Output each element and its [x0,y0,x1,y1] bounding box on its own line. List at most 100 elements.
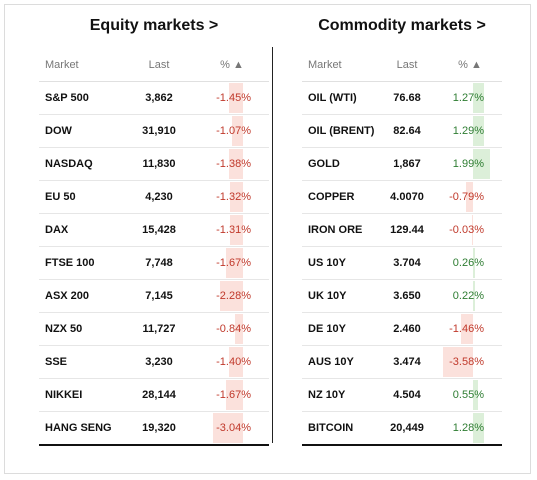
market-row[interactable]: NZX 50 11,727 -0.84% [39,313,269,346]
pct-sort-label: % ▲ [458,59,482,71]
market-row[interactable]: GOLD 1,867 1.99% [302,148,502,181]
market-row[interactable]: BITCOIN 20,449 1.28% [302,412,502,446]
commodity-markets-title: Commodity markets > [318,17,486,34]
column-header-market[interactable]: Market [45,59,79,71]
pct-change-cell: -1.31% [195,214,269,246]
equity-markets-title: Equity markets > [89,17,219,34]
panel-divider [272,47,273,443]
commodity-markets-link[interactable]: Commodity markets > [302,17,502,35]
last-value: 3.704 [393,257,421,269]
market-name: NASDAQ [45,158,93,170]
change-bar [472,215,473,245]
market-row[interactable]: HANG SENG 19,320 -3.04% [39,412,269,446]
market-name: NIKKEI [45,389,83,401]
market-row[interactable]: SSE 3,230 -1.40% [39,346,269,379]
market-row[interactable]: DOW 31,910 -1.07% [39,115,269,148]
pct-change-cell: -1.67% [195,247,269,279]
market-row[interactable]: NZ 10Y 4.504 0.55% [302,379,502,412]
market-name: UK 10Y [308,290,347,302]
last-value: 3.474 [393,356,421,368]
pct-change-value: -0.84% [216,323,251,335]
last-value: 28,144 [142,389,176,401]
pct-change-cell: 0.26% [438,247,502,279]
market-row[interactable]: NIKKEI 28,144 -1.67% [39,379,269,412]
last-value: 4.0070 [390,191,424,203]
pct-change-cell: -0.79% [438,181,502,213]
pct-change-cell: -3.04% [195,412,269,444]
last-value: 3.650 [393,290,421,302]
pct-change-cell: 0.22% [438,280,502,312]
pct-change-cell: -0.03% [438,214,502,246]
equity-rows: S&P 500 3,862 -1.45% DOW 31,910 -1.07% NASDAQ 1… [39,82,269,446]
pct-change-cell: -1.38% [195,148,269,180]
market-row[interactable]: DE 10Y 2.460 -1.46% [302,313,502,346]
pct-change-value: 0.55% [452,389,484,401]
market-row[interactable]: UK 10Y 3.650 0.22% [302,280,502,313]
market-row[interactable]: IRON ORE 129.44 -0.03% [302,214,502,247]
change-bar [473,248,476,278]
last-value: 76.68 [393,92,421,104]
market-row[interactable]: AUS 10Y 3.474 -3.58% [302,346,502,379]
market-row[interactable]: FTSE 100 7,748 -1.67% [39,247,269,280]
change-bar [473,413,484,443]
market-name: BITCOIN [308,422,354,434]
pct-change-cell: -1.40% [195,346,269,378]
pct-change-value: 1.99% [452,158,484,170]
change-bar [212,413,243,443]
equity-table: Market Last % ▲ S&P 500 3,862 -1.45% DOW 31,… [39,49,269,446]
equity-markets-link[interactable]: Equity markets > [39,17,269,35]
pct-change-value: -0.03% [449,224,484,236]
pct-change-cell: -1.67% [195,379,269,411]
market-name: COPPER [308,191,355,203]
market-name: OIL (WTI) [308,92,357,104]
column-header-last[interactable]: Last [396,59,418,71]
pct-change-value: -1.31% [216,224,251,236]
pct-change-value: 0.26% [452,257,484,269]
change-bar [466,182,473,212]
last-value: 7,145 [145,290,173,302]
last-value: 11,830 [142,158,176,170]
commodity-table-header: Market Last % ▲ [302,49,502,82]
pct-change-cell: 0.55% [438,379,502,411]
market-name: SSE [45,356,68,368]
change-bar [442,347,473,377]
market-row[interactable]: EU 50 4,230 -1.32% [39,181,269,214]
pct-change-cell: -1.07% [195,115,269,147]
market-row[interactable]: DAX 15,428 -1.31% [39,214,269,247]
market-name: DE 10Y [308,323,346,335]
change-bar [234,314,243,344]
change-bar [460,314,473,344]
last-value: 82.64 [393,125,421,137]
column-header-last[interactable]: Last [148,59,170,71]
change-bar [229,215,243,245]
market-name: EU 50 [45,191,76,203]
market-row[interactable]: US 10Y 3.704 0.26% [302,247,502,280]
market-row[interactable]: ASX 200 7,145 -2.28% [39,280,269,313]
market-row[interactable]: OIL (BRENT) 82.64 1.29% [302,115,502,148]
market-name: IRON ORE [308,224,363,236]
pct-change-cell: -3.58% [438,346,502,378]
market-name: ASX 200 [45,290,90,302]
market-row[interactable]: NASDAQ 11,830 -1.38% [39,148,269,181]
column-header-market[interactable]: Market [308,59,342,71]
change-bar [229,347,243,377]
pct-change-cell: 1.99% [438,148,502,180]
last-value: 31,910 [142,125,176,137]
last-value: 7,748 [145,257,173,269]
commodity-rows: OIL (WTI) 76.68 1.27% OIL (BRENT) 82.64 1.29%… [302,82,502,446]
change-bar [473,281,475,311]
pct-change-cell: 1.28% [438,412,502,444]
pct-change-value: 1.28% [452,422,484,434]
market-row[interactable]: OIL (WTI) 76.68 1.27% [302,82,502,115]
column-header-pct-sort[interactable]: % ▲ [438,49,502,81]
pct-change-value: -3.04% [216,422,251,434]
market-name: GOLD [308,158,340,170]
change-bar [228,83,243,113]
column-header-pct-sort[interactable]: % ▲ [195,49,269,81]
pct-change-value: -1.67% [216,257,251,269]
market-row[interactable]: S&P 500 3,862 -1.45% [39,82,269,115]
change-bar [473,116,484,146]
market-row[interactable]: COPPER 4.0070 -0.79% [302,181,502,214]
change-bar [473,380,478,410]
last-value: 4,230 [145,191,173,203]
